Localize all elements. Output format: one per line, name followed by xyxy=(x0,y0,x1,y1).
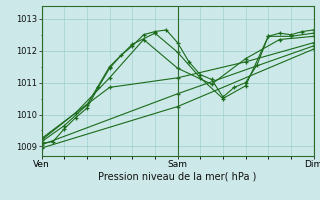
X-axis label: Pression niveau de la mer( hPa ): Pression niveau de la mer( hPa ) xyxy=(99,172,257,182)
